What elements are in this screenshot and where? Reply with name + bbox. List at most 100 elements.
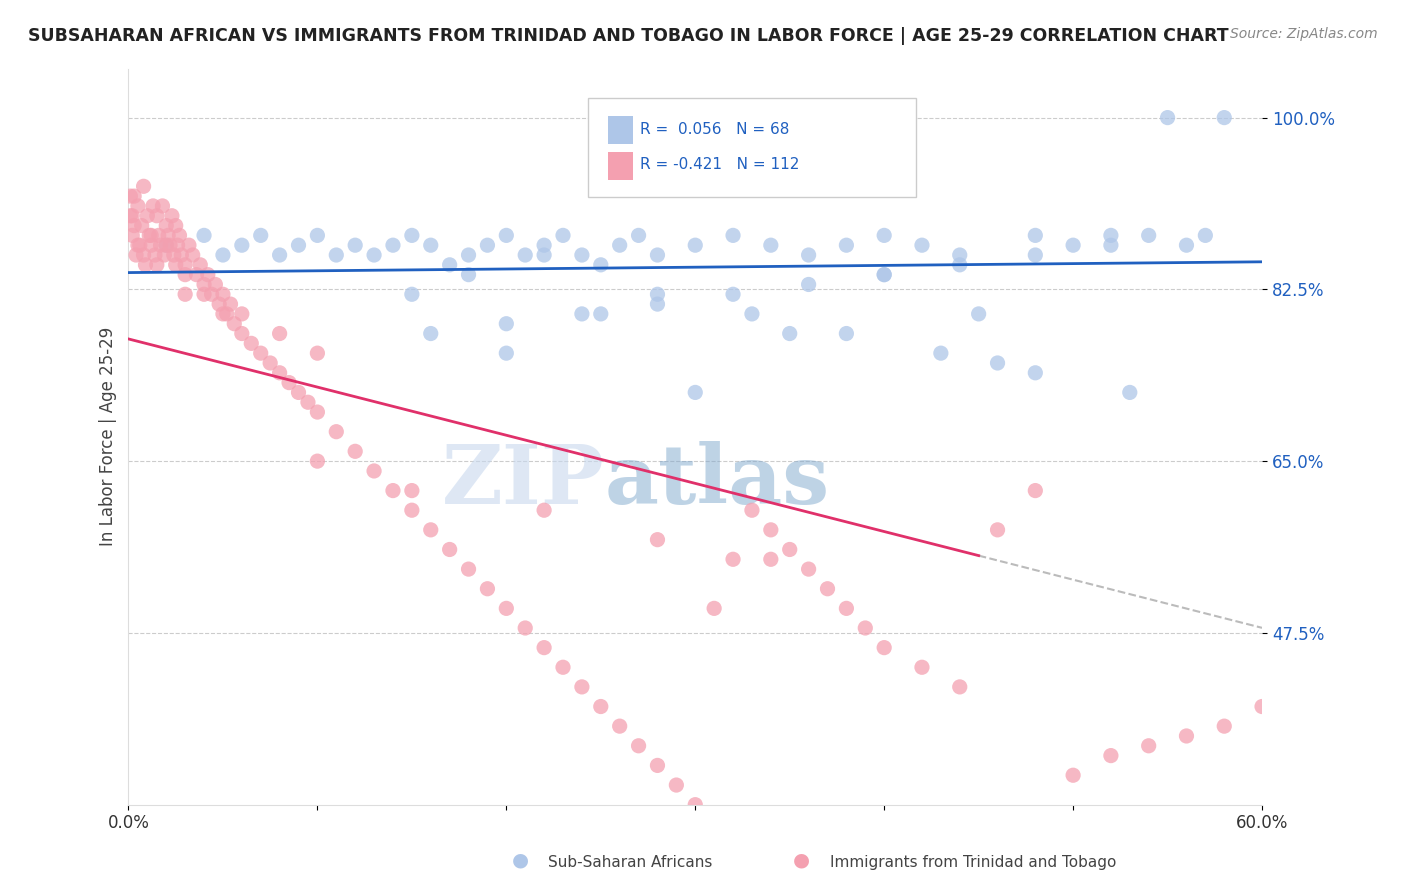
Point bbox=[269, 326, 291, 341]
Point bbox=[163, 248, 186, 262]
Point bbox=[134, 258, 156, 272]
Point bbox=[132, 179, 155, 194]
Point bbox=[1175, 729, 1198, 743]
FancyBboxPatch shape bbox=[607, 116, 633, 145]
Point bbox=[157, 228, 180, 243]
Point bbox=[325, 248, 347, 262]
Point bbox=[269, 366, 291, 380]
Point bbox=[589, 258, 612, 272]
Point bbox=[1194, 228, 1216, 243]
Point bbox=[533, 503, 555, 517]
Point bbox=[215, 307, 238, 321]
Point bbox=[721, 287, 744, 301]
Point bbox=[363, 248, 385, 262]
Point bbox=[381, 238, 404, 252]
Point bbox=[419, 523, 441, 537]
Point bbox=[307, 346, 329, 360]
Point bbox=[193, 228, 215, 243]
Point bbox=[148, 228, 170, 243]
Point bbox=[911, 238, 934, 252]
Point bbox=[344, 444, 367, 458]
Point bbox=[627, 228, 650, 243]
Point bbox=[1213, 719, 1236, 733]
Point bbox=[174, 268, 197, 282]
Point bbox=[325, 425, 347, 439]
Point bbox=[231, 326, 253, 341]
Point bbox=[589, 699, 612, 714]
Point bbox=[381, 483, 404, 498]
Point bbox=[224, 317, 246, 331]
Point bbox=[1137, 228, 1160, 243]
Point bbox=[477, 238, 499, 252]
Point bbox=[121, 209, 143, 223]
Point bbox=[160, 209, 183, 223]
Point bbox=[683, 797, 706, 812]
Point bbox=[131, 219, 153, 233]
Point bbox=[1213, 111, 1236, 125]
Point bbox=[125, 248, 148, 262]
Point bbox=[159, 238, 181, 252]
Point bbox=[177, 238, 200, 252]
Point bbox=[155, 238, 177, 252]
Point bbox=[121, 228, 143, 243]
Point bbox=[911, 660, 934, 674]
Point bbox=[609, 719, 631, 733]
Point bbox=[127, 199, 149, 213]
Point bbox=[143, 248, 166, 262]
Point bbox=[477, 582, 499, 596]
Point bbox=[212, 307, 235, 321]
Point bbox=[835, 601, 858, 615]
Point bbox=[307, 405, 329, 419]
Point bbox=[589, 307, 612, 321]
Point bbox=[174, 258, 197, 272]
Point bbox=[1062, 768, 1084, 782]
Point bbox=[287, 238, 309, 252]
Text: SUBSAHARAN AFRICAN VS IMMIGRANTS FROM TRINIDAD AND TOBAGO IN LABOR FORCE | AGE 2: SUBSAHARAN AFRICAN VS IMMIGRANTS FROM TR… bbox=[28, 27, 1229, 45]
Point bbox=[153, 248, 176, 262]
Point bbox=[1099, 228, 1122, 243]
Point bbox=[1024, 228, 1046, 243]
Point bbox=[132, 248, 155, 262]
Point bbox=[873, 640, 896, 655]
FancyBboxPatch shape bbox=[588, 98, 917, 197]
Point bbox=[1099, 748, 1122, 763]
Point bbox=[259, 356, 281, 370]
Point bbox=[647, 297, 669, 311]
Point bbox=[122, 219, 145, 233]
Point bbox=[439, 258, 461, 272]
Point bbox=[835, 238, 858, 252]
Point bbox=[287, 385, 309, 400]
Point bbox=[609, 238, 631, 252]
Point bbox=[647, 287, 669, 301]
Point bbox=[240, 336, 263, 351]
Point bbox=[986, 523, 1008, 537]
Point bbox=[986, 356, 1008, 370]
Point bbox=[627, 739, 650, 753]
Point bbox=[797, 248, 820, 262]
Point bbox=[136, 209, 159, 223]
Point bbox=[683, 238, 706, 252]
Point bbox=[193, 287, 215, 301]
Point bbox=[665, 778, 688, 792]
Text: atlas: atlas bbox=[605, 441, 830, 521]
Y-axis label: In Labor Force | Age 25-29: In Labor Force | Age 25-29 bbox=[100, 327, 117, 546]
Point bbox=[128, 238, 150, 252]
Point bbox=[197, 268, 219, 282]
Point bbox=[721, 552, 744, 566]
Point bbox=[949, 248, 972, 262]
Point bbox=[647, 248, 669, 262]
Point bbox=[495, 601, 517, 615]
Point bbox=[647, 758, 669, 772]
Point bbox=[779, 326, 801, 341]
FancyBboxPatch shape bbox=[607, 152, 633, 179]
Point bbox=[533, 248, 555, 262]
Point bbox=[307, 228, 329, 243]
Point bbox=[1024, 366, 1046, 380]
Point bbox=[457, 562, 479, 576]
Point bbox=[344, 238, 367, 252]
Point bbox=[853, 621, 876, 635]
Point bbox=[703, 601, 725, 615]
Text: Immigrants from Trinidad and Tobago: Immigrants from Trinidad and Tobago bbox=[830, 855, 1116, 870]
Point bbox=[127, 238, 149, 252]
Point bbox=[165, 258, 187, 272]
